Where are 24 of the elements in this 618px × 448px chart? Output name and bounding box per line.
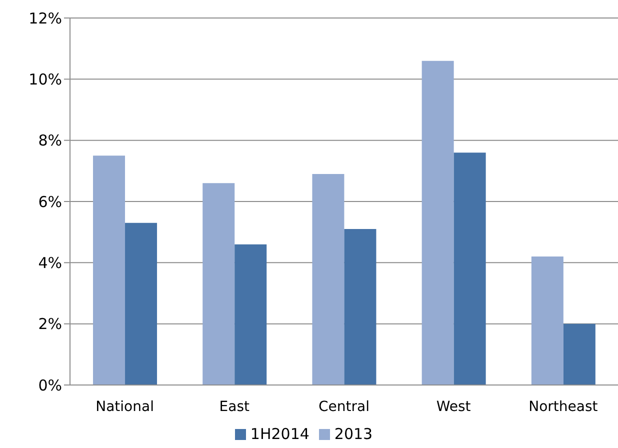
bar (202, 183, 235, 385)
x-tick-label: National (96, 398, 154, 415)
y-tick-label: 2% (38, 315, 62, 334)
bar (312, 174, 344, 385)
legend-label: 1H2014 (250, 425, 310, 443)
bar (454, 152, 486, 385)
x-tick-label: Central (318, 398, 370, 415)
y-tick-label: 8% (38, 132, 62, 150)
y-tick-label: 12% (28, 9, 62, 28)
y-tick-label: 0% (38, 376, 62, 394)
bar (531, 256, 564, 385)
bar (125, 222, 158, 385)
y-tick-label: 6% (38, 192, 62, 211)
x-tick-label: East (219, 398, 250, 415)
bar (93, 156, 126, 385)
bar (234, 244, 267, 385)
x-tick-label: Northeast (528, 398, 598, 415)
x-tick-label: West (436, 398, 472, 415)
bar (563, 324, 596, 385)
legend-label: 2013 (334, 425, 373, 443)
y-tick-label: 4% (38, 254, 62, 272)
bar (422, 60, 454, 385)
bar (344, 229, 376, 385)
y-tick-label: 10% (28, 70, 62, 88)
